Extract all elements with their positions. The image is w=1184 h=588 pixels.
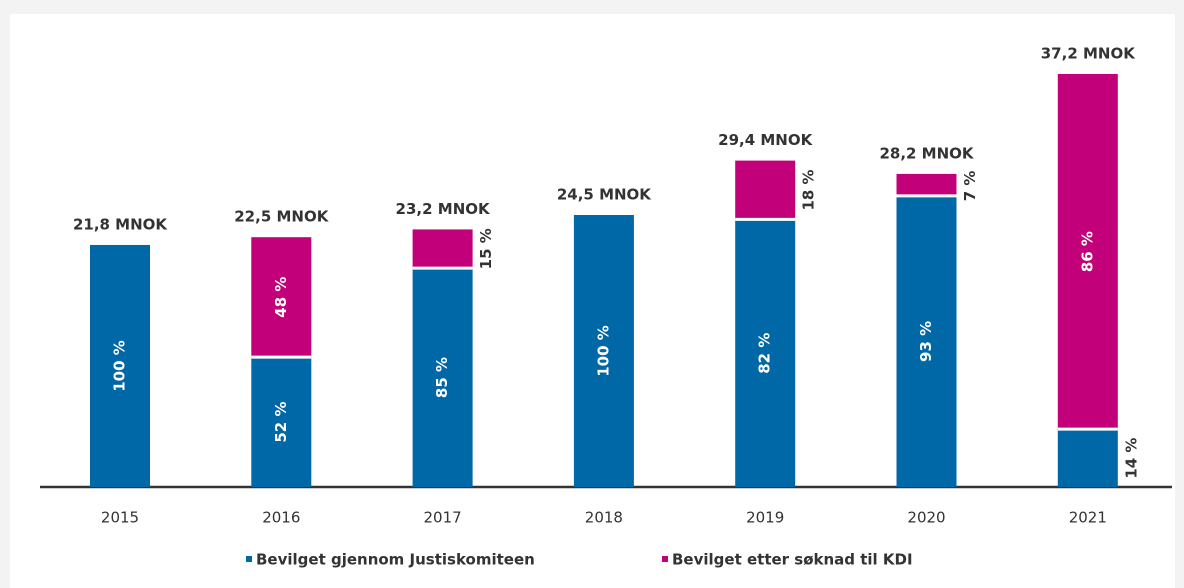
value-label: 100 % <box>111 340 129 392</box>
bar-segment <box>896 173 957 196</box>
total-label: 22,5 MNOK <box>234 208 329 226</box>
value-label: 82 % <box>756 333 774 374</box>
bar-segment <box>896 195 957 487</box>
bar-segment <box>573 214 634 487</box>
value-label: 18 % <box>800 169 818 210</box>
value-label: 7 % <box>961 171 979 202</box>
bar-segment <box>735 219 796 487</box>
bar-segment <box>412 229 473 269</box>
bar-segment <box>1057 429 1118 487</box>
legend-swatch <box>662 556 668 562</box>
x-tick-label: 2015 <box>101 509 139 527</box>
bar-segment <box>251 357 312 487</box>
bar-segment <box>735 160 796 220</box>
total-label: 24,5 MNOK <box>557 185 652 203</box>
bar-segment <box>251 237 312 358</box>
x-tick-label: 2020 <box>907 509 945 527</box>
legend-label: Bevilget gjennom Justiskomiteen <box>256 551 535 569</box>
bar-segment <box>412 268 473 487</box>
value-label: 48 % <box>272 277 290 318</box>
total-label: 21,8 MNOK <box>73 215 168 233</box>
value-label: 52 % <box>272 401 290 442</box>
value-label: 14 % <box>1122 438 1140 479</box>
legend-swatch <box>246 556 252 562</box>
total-label: 37,2 MNOK <box>1041 45 1136 63</box>
total-label: 28,2 MNOK <box>879 144 974 162</box>
bar-segment <box>1057 74 1118 430</box>
x-tick-label: 2017 <box>424 509 462 527</box>
total-label: 29,4 MNOK <box>718 131 813 149</box>
value-label: 15 % <box>477 228 495 269</box>
value-label: 85 % <box>433 357 451 398</box>
x-tick-label: 2016 <box>262 509 300 527</box>
x-tick-label: 2019 <box>746 509 784 527</box>
bar-segment <box>90 244 150 487</box>
value-label: 93 % <box>917 321 935 362</box>
total-label: 23,2 MNOK <box>396 200 491 218</box>
value-label: 86 % <box>1078 231 1096 272</box>
legend-label: Bevilget etter søknad til KDI <box>672 551 913 569</box>
value-label: 100 % <box>594 325 612 377</box>
x-tick-label: 2018 <box>585 509 623 527</box>
x-tick-label: 2021 <box>1069 509 1107 527</box>
